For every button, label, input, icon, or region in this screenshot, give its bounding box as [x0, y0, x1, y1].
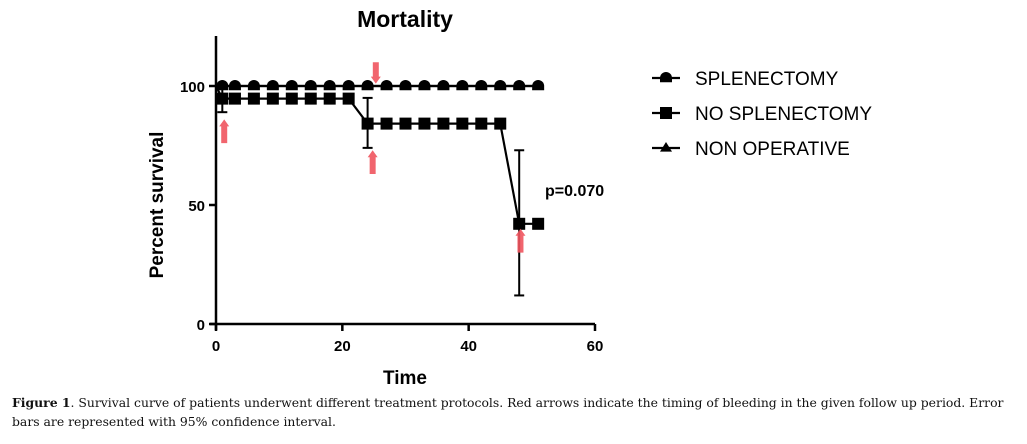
caption-text: . Survival curve of patients underwent d… [12, 395, 1004, 429]
series-layer [215, 80, 545, 297]
data-point-square [399, 117, 412, 130]
data-point-square [513, 217, 526, 230]
data-point-circle [285, 80, 298, 91]
x-tick-label: 60 [587, 338, 604, 355]
x-axis-label: Time [383, 368, 427, 389]
y-tick-label: 0 [197, 317, 205, 334]
caption-label: Figure 1 [12, 395, 71, 410]
data-point-circle [475, 80, 488, 91]
y-axis-label: Percent survival [147, 132, 168, 279]
x-tick-label: 0 [212, 338, 220, 355]
data-point-circle [532, 80, 545, 91]
bleeding-arrow [515, 228, 526, 253]
legend-marker-triangle-icon [660, 142, 672, 152]
legend-label: NO SPLENECTOMY [695, 104, 872, 125]
legend-marker-square-icon [660, 107, 672, 119]
legend-label: SPLENECTOMY [695, 69, 839, 90]
legend-item-splenectomy: SPLENECTOMY [652, 69, 839, 90]
data-point-square [494, 117, 507, 130]
series-no-splenectomy [215, 85, 545, 297]
bleeding-arrow [370, 62, 381, 84]
legend-item-no-splenectomy: NO SPLENECTOMY [652, 104, 872, 125]
x-tick-label: 20 [334, 338, 351, 355]
data-point-circle [513, 80, 526, 91]
legend: SPLENECTOMY NO SPLENECTOMY NON OPERATIVE [652, 69, 872, 160]
data-point-circle [228, 80, 241, 91]
data-point-circle [323, 80, 336, 91]
data-point-circle [266, 80, 279, 91]
y-tick-label: 50 [188, 198, 205, 215]
data-point-circle [216, 80, 229, 91]
legend-item-non-operative: NON OPERATIVE [652, 139, 850, 160]
data-point-square [361, 117, 374, 130]
y-tick-label: 100 [180, 79, 205, 96]
data-point-circle [456, 80, 469, 91]
survival-chart: Mortality 0 20 40 60 0 50 100 Percent survival… [147, 6, 872, 389]
series-splenectomy [216, 80, 545, 91]
data-point-square [418, 117, 431, 130]
chart-title: Mortality [357, 6, 453, 32]
p-value-annotation: p=0.070 [545, 183, 604, 200]
data-point-square [266, 92, 279, 105]
data-point-circle [380, 80, 393, 91]
legend-label: NON OPERATIVE [695, 139, 850, 160]
data-point-circle [247, 80, 260, 91]
legend-marker-circle-icon [660, 72, 672, 83]
data-point-square [247, 92, 260, 105]
series-line [215, 85, 539, 225]
data-point-square [380, 117, 393, 130]
data-point-square [532, 217, 545, 230]
data-point-square [342, 92, 355, 105]
data-point-circle [437, 80, 450, 91]
bleeding-arrows [219, 62, 526, 253]
data-point-circle [399, 80, 412, 91]
data-point-circle [304, 80, 317, 91]
data-point-circle [342, 80, 355, 91]
data-point-square [228, 92, 241, 105]
data-point-square [323, 92, 336, 105]
axes: 0 20 40 60 0 50 100 [180, 36, 603, 355]
figure-caption: Figure 1. Survival curve of patients und… [12, 393, 1022, 431]
data-point-circle [361, 80, 374, 91]
bleeding-arrow [367, 150, 378, 175]
data-point-square [216, 92, 229, 105]
data-point-square [475, 117, 488, 130]
data-point-circle [418, 80, 431, 91]
x-tick-label: 40 [460, 338, 477, 355]
data-point-square [456, 117, 469, 130]
data-point-square [285, 92, 298, 105]
data-point-circle [494, 80, 507, 91]
bleeding-arrow [219, 119, 230, 144]
data-point-square [304, 92, 317, 105]
data-point-square [437, 117, 450, 130]
